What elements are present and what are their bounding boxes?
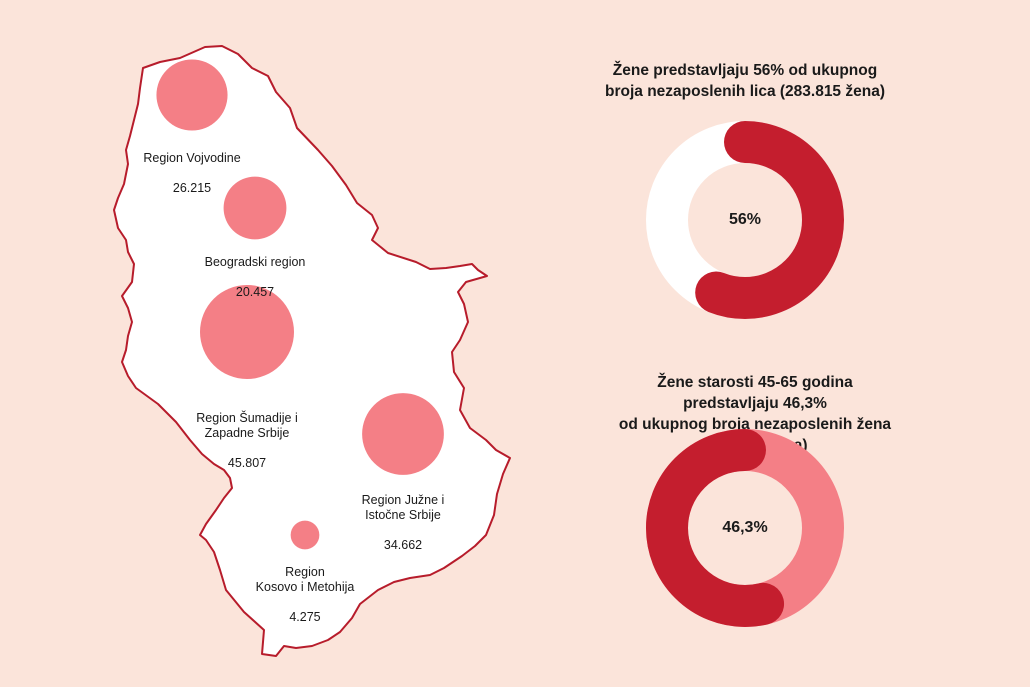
donut-2-value-arc	[646, 429, 844, 627]
region-value: 34.662	[383, 538, 423, 552]
serbia-outline	[113, 45, 511, 657]
region-name: Beogradski region	[204, 255, 306, 269]
donut-chart-1	[646, 121, 844, 319]
donut-value-2: 46,3%	[722, 519, 768, 536]
bubble-vojvodina	[156, 59, 228, 131]
region-label-juzna: Region Južne i Istočne Srbije 34.662	[362, 478, 445, 568]
donut-1-value-arc	[646, 121, 844, 319]
donut-value-1: 56%	[728, 211, 762, 228]
region-value: 26.215	[172, 181, 212, 195]
region-value: 45.807	[227, 456, 267, 470]
donut-chart-2	[646, 429, 844, 627]
region-value: 20.457	[235, 285, 275, 299]
bubble-beograd	[223, 176, 287, 240]
region-label-kosovo: Region Kosovo i Metohija 4.275	[256, 550, 355, 640]
bubble-juzna	[362, 393, 444, 475]
bubble-sumadija	[200, 285, 294, 379]
region-name: Region Vojvodine	[143, 151, 241, 165]
region-label-sumadija: Region Šumadije i Zapadne Srbije 45.807	[196, 396, 297, 486]
region-name: Region Šumadije i Zapadne Srbije	[196, 411, 298, 440]
region-value: 4.275	[289, 610, 321, 624]
region-name: Region Kosovo i Metohija	[255, 565, 355, 594]
region-name: Region Južne i Istočne Srbije	[361, 493, 445, 522]
region-label-beograd: Beogradski region 20.457	[205, 240, 306, 315]
region-label-vojvodina: Region Vojvodine 26.215	[143, 136, 240, 211]
bubble-kosovo	[290, 520, 320, 550]
donut-title-1: Žene predstavljaju 56% od ukupnog broja …	[605, 62, 885, 100]
